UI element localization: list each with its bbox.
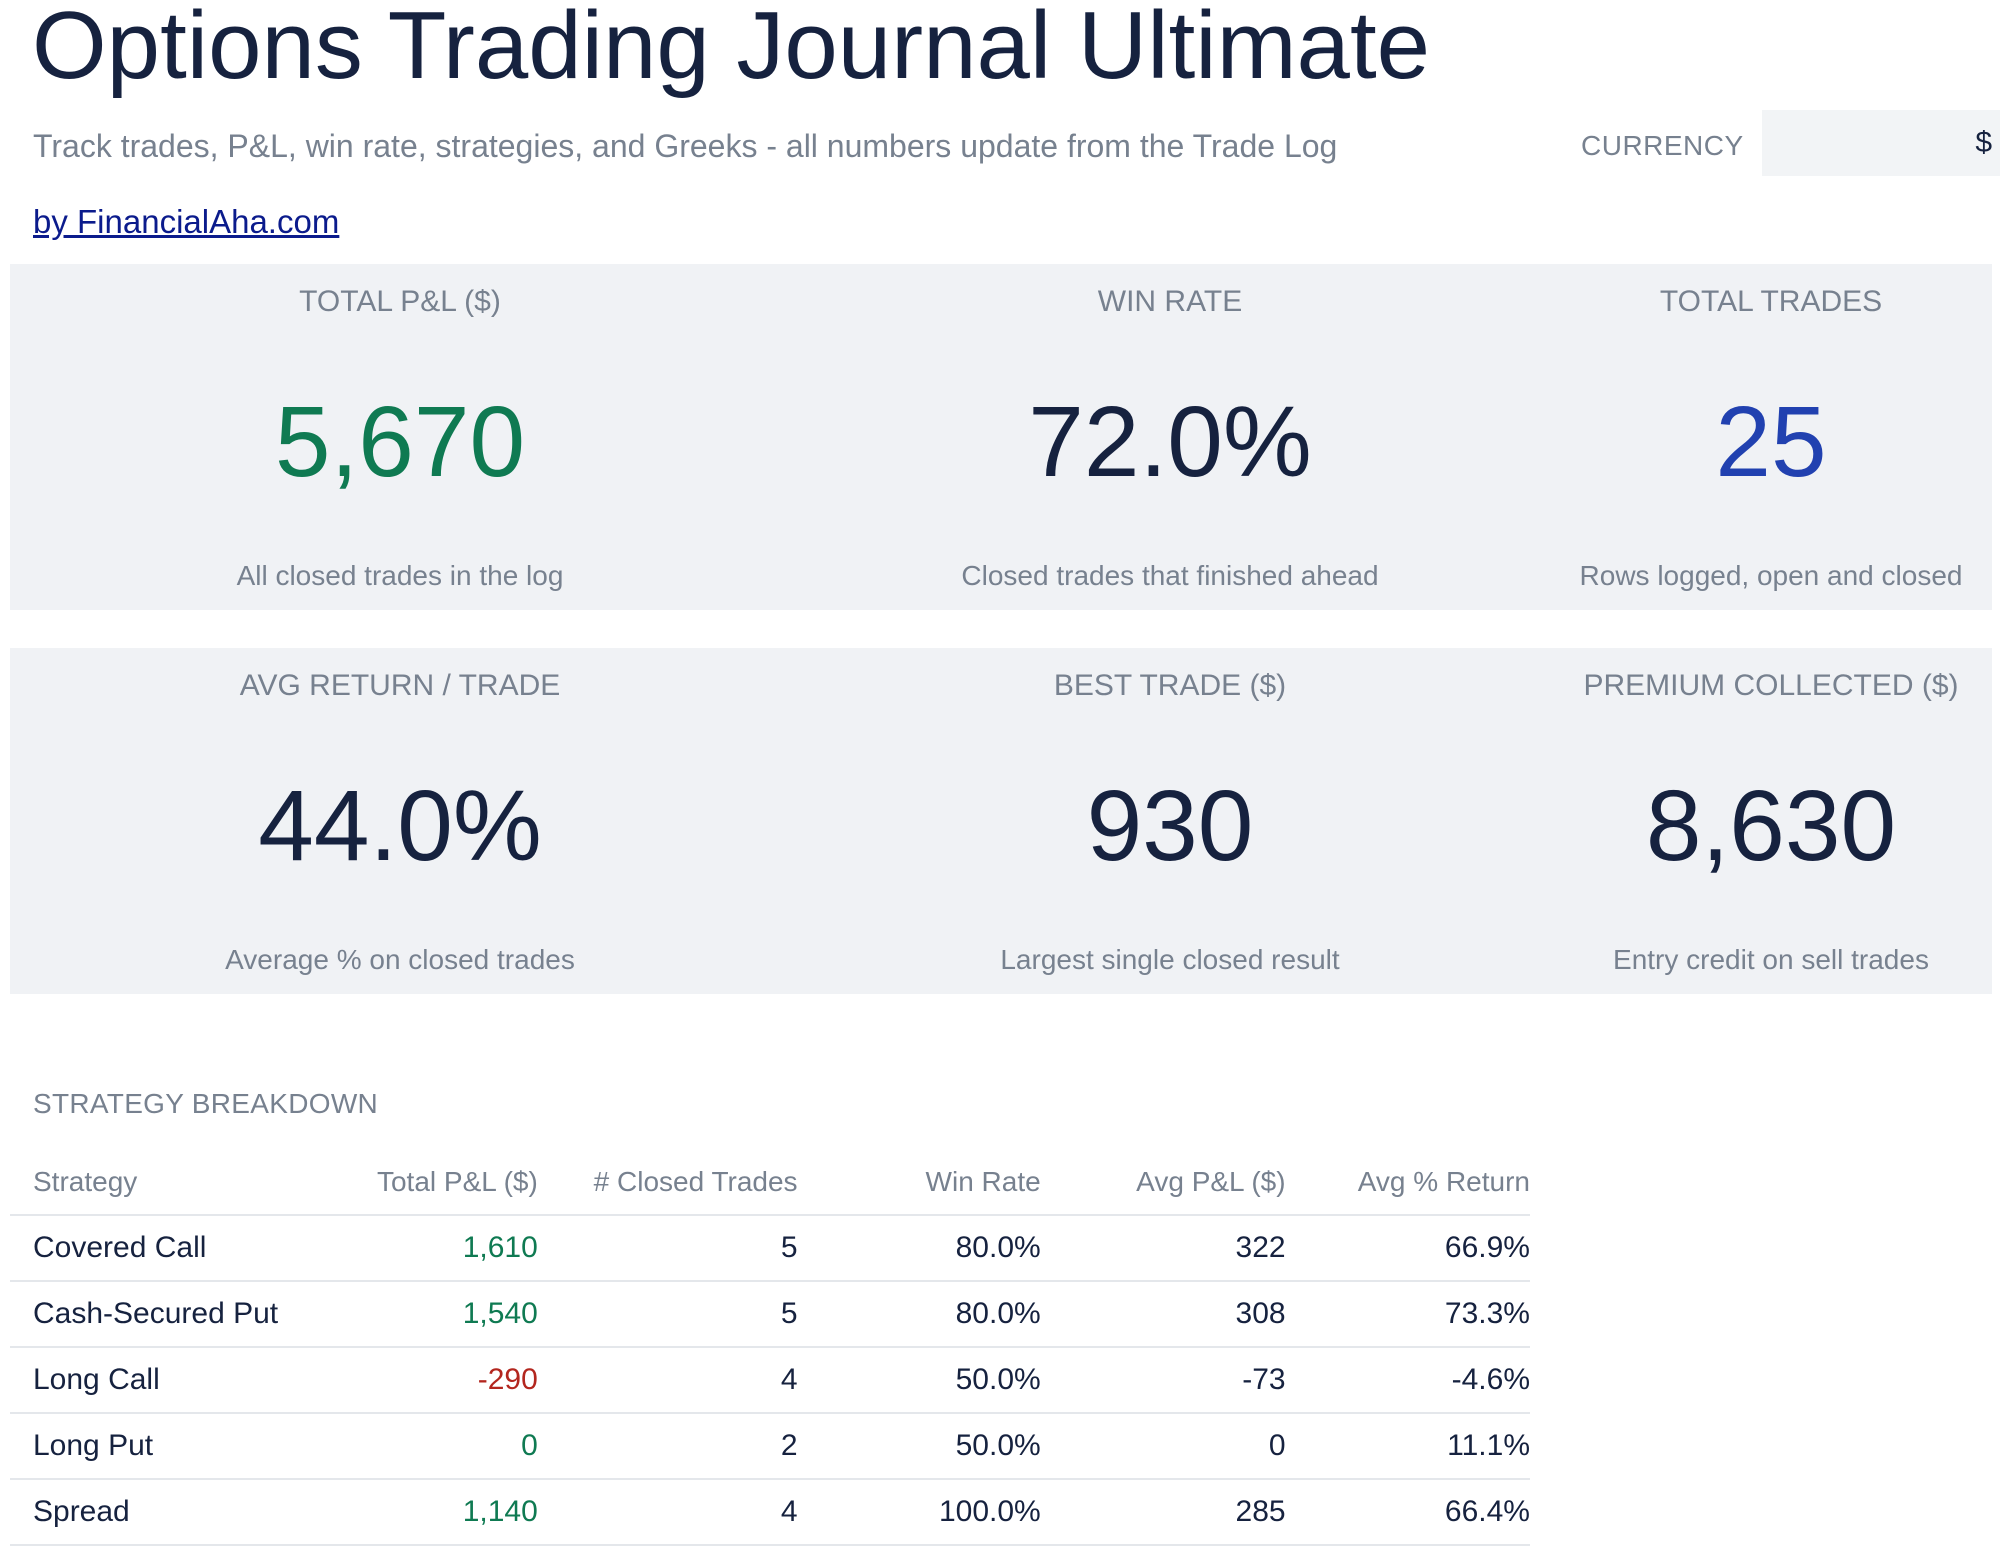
cell-avg-pl: 308 (1040, 1281, 1286, 1348)
cell-win-rate: 50.0% (797, 1347, 1041, 1414)
table-row: Long Call -290 4 50.0% -73 -4.6% (10, 1347, 1530, 1414)
table-row: Covered Call 1,610 5 80.0% 322 66.9% (10, 1215, 1530, 1282)
cell-avg-pl: 285 (1040, 1479, 1286, 1546)
currency-input[interactable] (1762, 110, 2000, 176)
cell-total-pl: 1,540 (292, 1281, 538, 1348)
cell-closed-trades: 4 (537, 1347, 798, 1414)
kpi-row-bottom: AVG RETURN / TRADE 44.0% Average % on cl… (10, 648, 1992, 994)
kpi-value: 8,630 (1645, 770, 1897, 882)
column-header-avg-return: Avg % Return (1285, 1150, 1530, 1216)
currency-label: CURRENCY (1581, 130, 1744, 161)
cell-win-rate: 80.0% (797, 1215, 1041, 1282)
cell-total-pl: -290 (292, 1347, 538, 1414)
kpi-avg-return: AVG RETURN / TRADE 44.0% Average % on cl… (10, 648, 790, 994)
cell-closed-trades: 5 (537, 1215, 798, 1282)
kpi-label: BEST TRADE ($) (1053, 669, 1287, 702)
kpi-row-top: TOTAL P&L ($) 5,670 All closed trades in… (10, 264, 1992, 610)
kpi-label: PREMIUM COLLECTED ($) (1583, 669, 1959, 702)
kpi-caption: Rows logged, open and closed (1579, 560, 1963, 591)
cell-closed-trades: 5 (537, 1281, 798, 1348)
kpi-caption: Largest single closed result (1000, 944, 1340, 975)
kpi-label: TOTAL P&L ($) (299, 285, 501, 318)
page-subtitle: Track trades, P&L, win rate, strategies,… (33, 128, 1338, 164)
kpi-caption: All closed trades in the log (236, 560, 564, 591)
column-header-total-pl: Total P&L ($) (292, 1150, 538, 1216)
kpi-caption: Closed trades that finished ahead (961, 560, 1379, 591)
table-row: Long Put 0 2 50.0% 0 11.1% (10, 1413, 1530, 1480)
kpi-label: AVG RETURN / TRADE (239, 669, 561, 702)
cell-win-rate: 100.0% (797, 1479, 1041, 1546)
page-title: Options Trading Journal Ultimate (32, 0, 1430, 99)
cell-total-pl: 1,140 (292, 1479, 538, 1546)
cell-avg-return: -4.6% (1285, 1347, 1530, 1414)
cell-avg-return: 66.9% (1285, 1215, 1530, 1282)
column-header-closed-trades: # Closed Trades (537, 1150, 798, 1216)
cell-avg-return: 73.3% (1285, 1281, 1530, 1348)
kpi-best-trade: BEST TRADE ($) 930 Largest single closed… (790, 648, 1550, 994)
credit-link[interactable]: by FinancialAha.com (33, 203, 340, 240)
cell-total-pl: 0 (292, 1413, 538, 1480)
cell-strategy: Long Put (10, 1413, 293, 1480)
kpi-caption: Average % on closed trades (225, 944, 575, 975)
kpi-caption: Entry credit on sell trades (1613, 944, 1929, 975)
cell-strategy: Cash-Secured Put (10, 1281, 293, 1348)
kpi-label: TOTAL TRADES (1659, 285, 1883, 318)
cell-closed-trades: 4 (537, 1479, 798, 1546)
table-row: Spread 1,140 4 100.0% 285 66.4% (10, 1479, 1530, 1546)
cell-avg-return: 11.1% (1285, 1413, 1530, 1480)
table-row: Cash-Secured Put 1,540 5 80.0% 308 73.3% (10, 1281, 1530, 1348)
kpi-total-pl: TOTAL P&L ($) 5,670 All closed trades in… (10, 264, 790, 610)
cell-strategy: Long Call (10, 1347, 293, 1414)
kpi-value: 44.0% (258, 770, 542, 882)
cell-total-pl: 1,610 (292, 1215, 538, 1282)
column-header-avg-pl: Avg P&L ($) (1040, 1150, 1286, 1216)
kpi-value: 72.0% (1028, 386, 1312, 498)
kpi-value: 25 (1715, 386, 1827, 498)
kpi-value: 930 (1086, 770, 1254, 882)
strategy-breakdown-title: STRATEGY BREAKDOWN (33, 1088, 379, 1119)
kpi-premium-collected: PREMIUM COLLECTED ($) 8,630 Entry credit… (1550, 648, 1992, 994)
strategy-breakdown-table: Strategy Total P&L ($) # Closed Trades W… (10, 1150, 1530, 1546)
cell-avg-return: 66.4% (1285, 1479, 1530, 1546)
cell-win-rate: 50.0% (797, 1413, 1041, 1480)
kpi-value: 5,670 (274, 386, 526, 498)
cell-avg-pl: 0 (1040, 1413, 1286, 1480)
kpi-label: WIN RATE (1097, 285, 1243, 318)
cell-closed-trades: 2 (537, 1413, 798, 1480)
cell-win-rate: 80.0% (797, 1281, 1041, 1348)
cell-avg-pl: -73 (1040, 1347, 1286, 1414)
cell-strategy: Spread (10, 1479, 293, 1546)
kpi-total-trades: TOTAL TRADES 25 Rows logged, open and cl… (1550, 264, 1992, 610)
table-header-row: Strategy Total P&L ($) # Closed Trades W… (10, 1150, 1530, 1216)
cell-strategy: Covered Call (10, 1215, 293, 1282)
cell-avg-pl: 322 (1040, 1215, 1286, 1282)
kpi-win-rate: WIN RATE 72.0% Closed trades that finish… (790, 264, 1550, 610)
column-header-win-rate: Win Rate (797, 1150, 1041, 1216)
column-header-strategy: Strategy (10, 1150, 293, 1216)
